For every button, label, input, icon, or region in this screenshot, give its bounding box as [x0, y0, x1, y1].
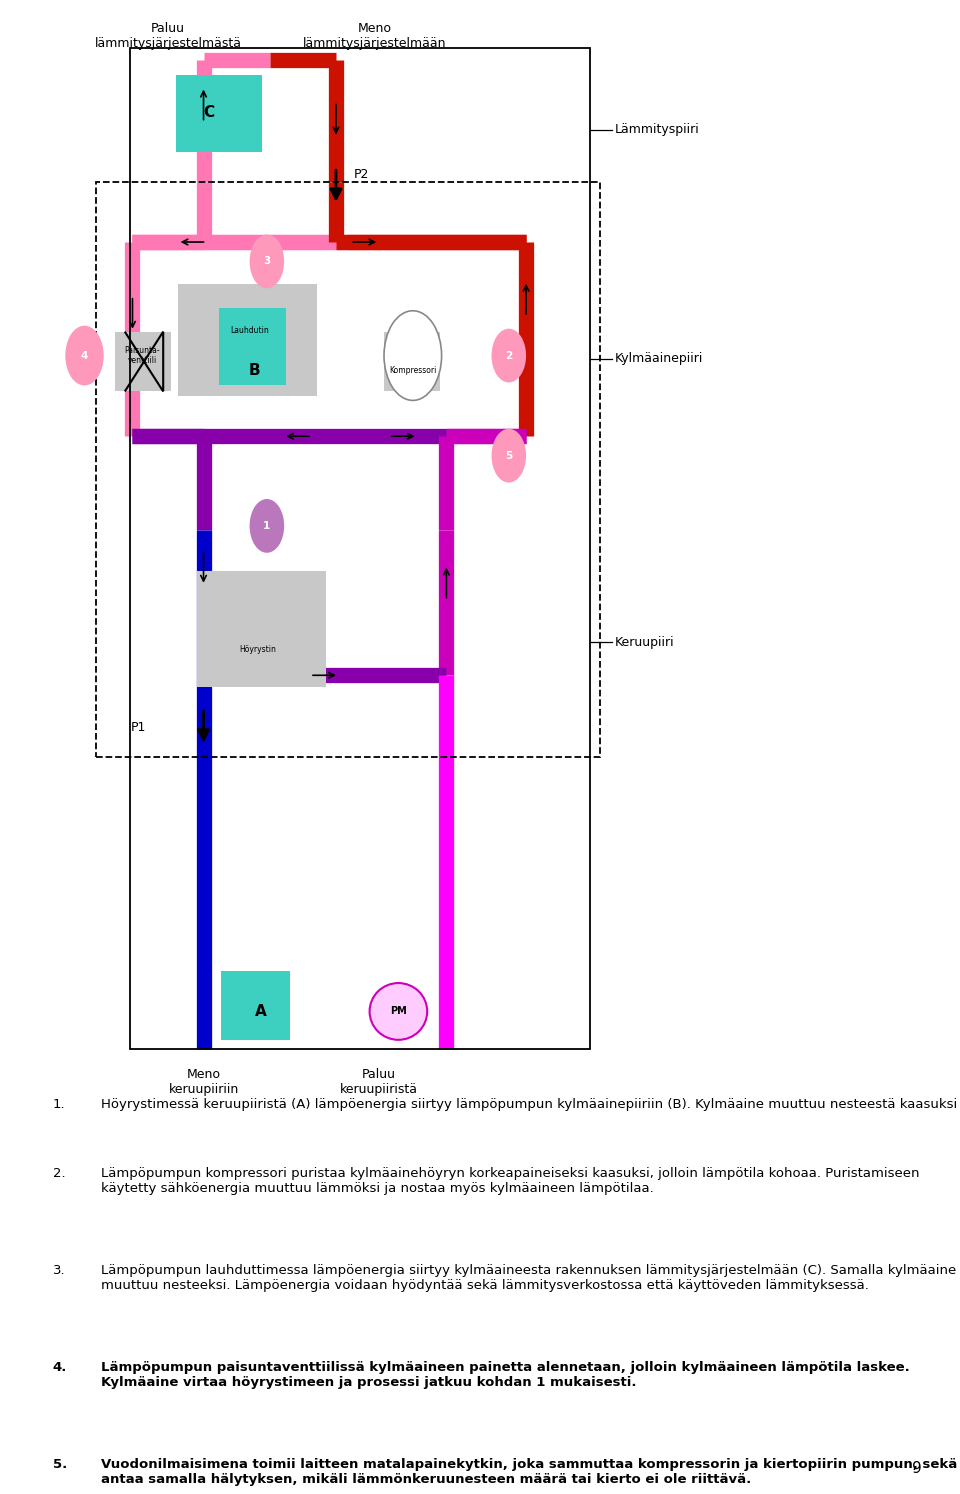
Text: PM: PM: [390, 1007, 407, 1016]
Text: Paisunta-
venttiili: Paisunta- venttiili: [124, 347, 160, 365]
Text: 4: 4: [81, 351, 88, 360]
Text: 2: 2: [505, 351, 513, 360]
Text: 2.: 2.: [53, 1167, 65, 1180]
Text: 1.: 1.: [53, 1098, 65, 1112]
Text: Lauhdutin: Lauhdutin: [230, 326, 269, 335]
Text: Keruupiiri: Keruupiiri: [614, 636, 674, 648]
Bar: [115, 332, 171, 391]
Text: Vuodonilmaisimena toimii laitteen matalapainekytkin, joka sammuttaa kompressorin: Vuodonilmaisimena toimii laitteen matala…: [101, 1458, 957, 1487]
Bar: [219, 308, 286, 385]
Circle shape: [492, 329, 526, 382]
Bar: [178, 284, 317, 396]
Bar: [384, 332, 440, 391]
Text: P1: P1: [131, 722, 146, 734]
Text: B: B: [249, 363, 260, 378]
Circle shape: [492, 429, 526, 483]
Text: Höyrystin: Höyrystin: [239, 645, 276, 654]
Text: Kylmäainepiiri: Kylmäainepiiri: [614, 353, 703, 365]
Text: 3: 3: [263, 257, 271, 266]
Text: Paluu
lämmitysjärjestelmästä: Paluu lämmitysjärjestelmästä: [94, 22, 242, 51]
Circle shape: [65, 326, 104, 385]
Text: Paluu
keruupiiristä: Paluu keruupiiristä: [340, 1068, 419, 1097]
Circle shape: [384, 311, 442, 400]
Text: A: A: [255, 1004, 267, 1019]
Bar: [176, 75, 262, 152]
Text: 4.: 4.: [53, 1361, 67, 1374]
Circle shape: [250, 235, 284, 288]
Text: 9: 9: [912, 1461, 922, 1476]
Text: Meno
lämmitysjärjestelmään: Meno lämmitysjärjestelmään: [302, 22, 446, 51]
Bar: [197, 571, 326, 687]
Circle shape: [250, 499, 284, 553]
Text: Lämpöpumpun kompressori puristaa kylmäainehöyryn korkeapaineiseksi kaasuksi, jol: Lämpöpumpun kompressori puristaa kylmäai…: [101, 1167, 920, 1195]
Text: Lämmityspiiri: Lämmityspiiri: [614, 124, 699, 136]
Text: C: C: [204, 105, 215, 120]
Text: Höyrystimessä keruupiiristä (A) lämpöenergia siirtyy lämpöpumpun kylmäainepiirii: Höyrystimessä keruupiiristä (A) lämpöene…: [101, 1098, 957, 1112]
Bar: [96, 182, 600, 757]
Text: Lämpöpumpun paisuntaventtiilissä kylmäaineen painetta alennetaan, jolloin kylmäa: Lämpöpumpun paisuntaventtiilissä kylmäai…: [101, 1361, 909, 1389]
Text: Kompressori: Kompressori: [389, 366, 437, 375]
Text: 1: 1: [263, 521, 271, 530]
Text: Lämpöpumpun lauhduttimessa lämpöenergia siirtyy kylmäaineesta rakennuksen lämmit: Lämpöpumpun lauhduttimessa lämpöenergia …: [101, 1264, 956, 1292]
Ellipse shape: [370, 983, 427, 1040]
Bar: [130, 48, 590, 1049]
Text: P2: P2: [353, 169, 369, 181]
Text: Meno
keruupiiriin: Meno keruupiiriin: [168, 1068, 239, 1097]
Text: 3.: 3.: [53, 1264, 65, 1277]
Text: 5: 5: [505, 451, 513, 460]
Text: 5.: 5.: [53, 1458, 67, 1472]
Bar: [221, 971, 290, 1040]
